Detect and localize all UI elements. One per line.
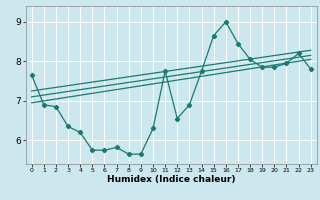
X-axis label: Humidex (Indice chaleur): Humidex (Indice chaleur) bbox=[107, 175, 236, 184]
